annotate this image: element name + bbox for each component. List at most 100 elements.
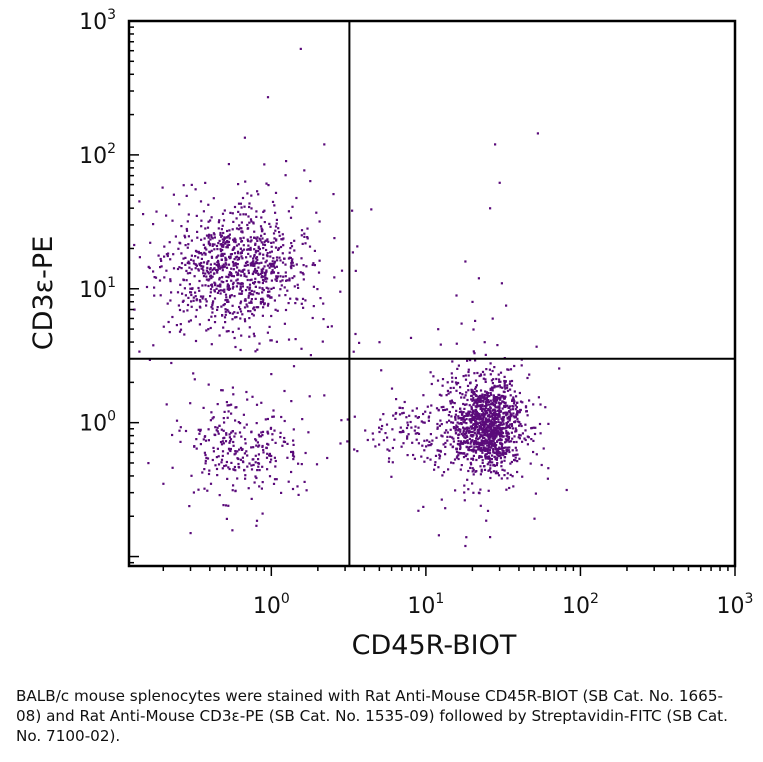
event-point [261,229,264,232]
event-point [200,225,203,228]
event-point [445,421,448,424]
event-point [206,262,209,265]
event-point [276,309,279,312]
event-point [208,250,211,253]
event-point [446,435,449,438]
event-point [256,236,259,239]
event-point [502,401,505,404]
event-point [192,259,195,262]
event-point [503,459,506,462]
event-point [260,234,263,237]
event-point [152,270,155,273]
event-point [262,243,265,246]
event-point [237,462,240,466]
event-point [265,280,268,283]
event-point [312,305,315,308]
event-point [275,256,279,259]
event-point [506,417,509,420]
event-point [180,225,183,228]
event-point [292,458,295,461]
event-point [416,432,419,435]
event-point [466,478,469,481]
event-point [512,402,516,405]
event-point [260,297,263,301]
event-point [246,398,249,401]
event-point [272,415,275,418]
event-point [290,470,293,474]
event-point [458,410,461,414]
event-point [286,442,289,445]
event-point [540,463,543,467]
event-point [221,289,224,292]
event-point [471,300,474,303]
event-point [509,388,512,391]
event-point [186,261,189,265]
event-point [261,300,265,304]
event-point [500,460,503,463]
event-point [287,302,290,305]
event-point [458,422,461,425]
event-point [506,431,509,434]
event-point [284,308,288,312]
event-point [266,331,269,334]
event-point [497,433,500,436]
event-point [303,480,306,483]
event-point [237,202,241,205]
event-point [175,324,178,327]
event-point [165,214,168,217]
event-point [471,430,474,433]
event-point [495,432,498,435]
event-point [275,265,278,268]
event-point [142,213,145,216]
event-point [265,456,269,459]
event-point [489,432,492,435]
event-point [189,291,192,294]
event-point [493,384,496,387]
event-point [492,463,495,467]
event-point [461,452,464,455]
event-point [213,236,216,239]
event-point [491,424,494,427]
event-point [388,449,391,452]
event-point [408,414,411,417]
event-point [456,425,459,429]
event-point [498,412,501,415]
event-point [501,423,504,426]
event-point [192,372,195,375]
event-point [190,474,193,477]
event-point [247,227,250,230]
event-point [189,287,192,290]
event-point [180,267,183,270]
event-point [211,417,214,420]
event-point [245,450,248,453]
event-point [291,205,294,208]
event-point [228,243,231,246]
event-point [486,431,489,434]
event-point [180,262,184,265]
event-point [280,238,283,241]
event-point [312,285,315,288]
event-point [266,304,270,307]
event-point [273,266,276,269]
event-point [245,423,248,426]
event-point [216,474,219,477]
event-point [494,400,497,403]
event-point [274,459,277,463]
event-point [207,240,210,243]
event-point [169,258,172,261]
event-point [252,314,255,317]
event-point [440,434,443,437]
event-point [495,458,498,461]
event-point [148,266,151,270]
event-point [175,419,179,422]
event-point [438,453,441,456]
event-point [220,243,223,246]
event-point [474,422,477,425]
event-point [514,427,517,430]
event-point [255,271,258,274]
event-point [482,400,485,403]
event-point [244,438,247,441]
event-point [264,418,267,421]
event-point [463,419,466,422]
event-point [485,403,488,406]
